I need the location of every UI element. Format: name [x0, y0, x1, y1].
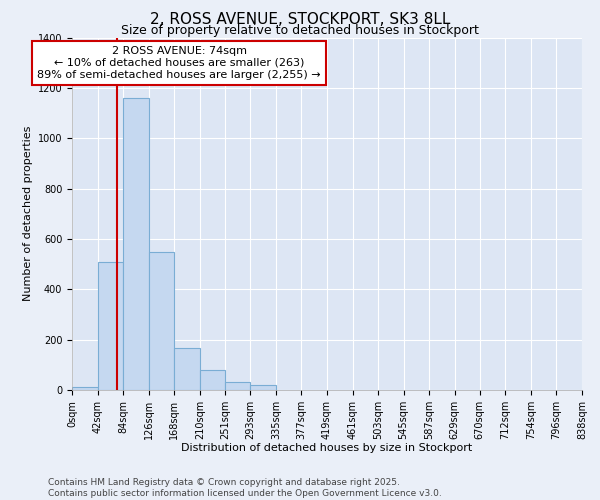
Y-axis label: Number of detached properties: Number of detached properties: [23, 126, 34, 302]
Bar: [98, 262, 123, 390]
Bar: [72, 388, 98, 390]
Bar: [250, 385, 276, 390]
X-axis label: Distribution of detached houses by size in Stockport: Distribution of detached houses by size …: [181, 444, 473, 454]
Bar: [200, 370, 225, 390]
Text: Size of property relative to detached houses in Stockport: Size of property relative to detached ho…: [121, 24, 479, 37]
Bar: [123, 98, 149, 390]
Bar: [149, 252, 174, 390]
Bar: [225, 382, 250, 390]
Text: Contains HM Land Registry data © Crown copyright and database right 2025.
Contai: Contains HM Land Registry data © Crown c…: [48, 478, 442, 498]
Text: 2 ROSS AVENUE: 74sqm
← 10% of detached houses are smaller (263)
89% of semi-deta: 2 ROSS AVENUE: 74sqm ← 10% of detached h…: [37, 46, 321, 80]
Text: 2, ROSS AVENUE, STOCKPORT, SK3 8LL: 2, ROSS AVENUE, STOCKPORT, SK3 8LL: [150, 12, 450, 28]
Bar: [174, 348, 200, 390]
